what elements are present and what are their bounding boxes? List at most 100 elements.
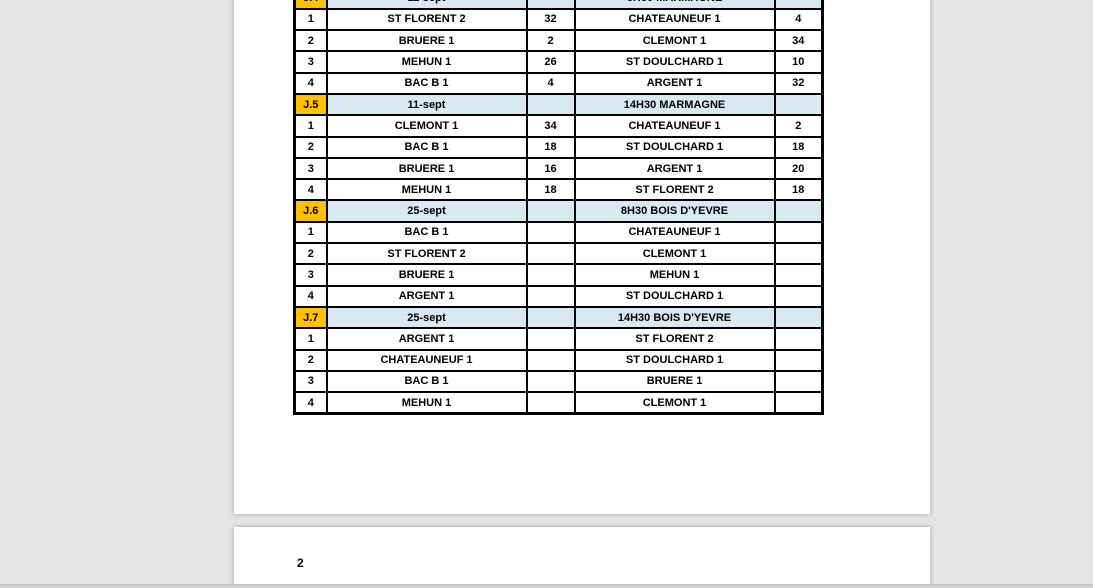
home-team-cell: CLEMONT 1 [325,114,528,138]
match-number-cell: 2 [293,135,328,159]
round-date-cell: 25-sept [325,199,528,223]
round-id-cell: J.4 [293,0,328,10]
away-team-cell: MEHUN 1 [573,263,776,287]
away-team-cell: ST DOULCHARD 1 [573,50,776,74]
away-score-cell [773,369,824,394]
home-team-cell: ST FLORENT 2 [325,7,528,32]
round-score-spacer-cell [773,199,824,223]
match-number-cell: 2 [293,242,328,266]
home-score-cell: 26 [525,50,576,74]
round-score-spacer-cell [525,0,576,10]
match-row: 3 BRUERE 1 16 ARGENT 1 20 [293,156,824,181]
match-row: 2 BRUERE 1 2 CLEMONT 1 34 [293,29,824,53]
home-score-cell: 34 [525,114,576,138]
round-header-row: J.5 11-sept 14H30 MARMAGNE [293,92,824,117]
match-number-cell: 4 [293,178,328,202]
match-row: 4 BAC B 1 4 ARGENT 1 32 [293,71,824,95]
round-venue-cell: 14H30 MARMAGNE [573,92,776,117]
away-team-cell: ST FLORENT 2 [573,327,776,351]
home-team-cell: BAC B 1 [325,369,528,394]
home-score-cell [525,369,576,394]
home-team-cell: BAC B 1 [325,135,528,159]
away-team-cell: CLEMONT 1 [573,242,776,266]
match-number-cell: 4 [293,391,328,415]
away-team-cell: ARGENT 1 [573,71,776,95]
match-row: 3 BRUERE 1 MEHUN 1 [293,263,824,287]
round-score-spacer-cell [773,305,824,330]
match-number-cell: 4 [293,71,328,95]
home-score-cell: 2 [525,29,576,53]
match-number-cell: 4 [293,284,328,308]
round-header-row: J.411-sept 8H30 MARMAGNE [293,0,824,10]
match-row: 2 CHATEAUNEUF 1 ST DOULCHARD 1 [293,348,824,372]
away-score-cell [773,284,824,308]
away-score-cell: 18 [773,135,824,159]
home-team-cell: BRUERE 1 [325,156,528,181]
home-team-cell: BRUERE 1 [325,29,528,53]
away-team-cell: CHATEAUNEUF 1 [573,7,776,32]
round-id-cell: J.6 [293,199,328,223]
home-score-cell: 18 [525,135,576,159]
round-score-spacer-cell [773,0,824,10]
away-score-cell [773,327,824,351]
match-number-cell: 1 [293,114,328,138]
round-score-spacer-cell [773,92,824,117]
away-score-cell: 34 [773,29,824,53]
home-score-cell: 4 [525,71,576,95]
away-team-cell: CLEMONT 1 [573,29,776,53]
match-row: 4 MEHUN 1 18 ST FLORENT 2 18 [293,178,824,202]
match-number-cell: 3 [293,156,328,181]
round-venue-cell: 14H30 BOIS D'YEVRE [573,305,776,330]
match-row: 3 MEHUN 1 26 ST DOULCHARD 1 10 [293,50,824,74]
round-score-spacer-cell [525,305,576,330]
home-score-cell [525,220,576,245]
home-score-cell [525,327,576,351]
away-score-cell [773,391,824,415]
round-score-spacer-cell [525,92,576,117]
away-team-cell: BRUERE 1 [573,369,776,394]
match-number-cell: 2 [293,348,328,372]
home-team-cell: ST FLORENT 2 [325,242,528,266]
match-row: 1 BAC B 1 CHATEAUNEUF 1 [293,220,824,245]
away-team-cell: ST DOULCHARD 1 [573,135,776,159]
match-number-cell: 1 [293,220,328,245]
away-team-cell: ARGENT 1 [573,156,776,181]
home-team-cell: ARGENT 1 [325,284,528,308]
match-row: 3 BAC B 1 BRUERE 1 [293,369,824,394]
round-venue-cell: 8H30 MARMAGNE [573,0,776,10]
page-2: 2 [234,527,930,588]
away-score-cell: 20 [773,156,824,181]
match-row: 2 BAC B 1 18 ST DOULCHARD 1 18 [293,135,824,159]
away-team-cell: CHATEAUNEUF 1 [573,220,776,245]
match-number-cell: 3 [293,263,328,287]
away-score-cell: 18 [773,178,824,202]
home-score-cell [525,391,576,415]
away-team-cell: ST DOULCHARD 1 [573,348,776,372]
round-date-cell: 11-sept [325,0,528,10]
round-venue-cell: 8H30 BOIS D'YEVRE [573,199,776,223]
home-score-cell [525,284,576,308]
away-score-cell [773,242,824,266]
home-team-cell: MEHUN 1 [325,178,528,202]
away-team-cell: CLEMONT 1 [573,391,776,415]
home-team-cell: ARGENT 1 [325,327,528,351]
home-score-cell: 16 [525,156,576,181]
home-score-cell: 18 [525,178,576,202]
away-team-cell: CHATEAUNEUF 1 [573,114,776,138]
home-score-cell: 32 [525,7,576,32]
match-row: 2 ST FLORENT 2 CLEMONT 1 [293,242,824,266]
home-score-cell [525,242,576,266]
round-score-spacer-cell [525,199,576,223]
away-score-cell: 2 [773,114,824,138]
match-row: 1 ARGENT 1 ST FLORENT 2 [293,327,824,351]
window-bottom-edge [0,584,1093,588]
away-score-cell [773,348,824,372]
match-number-cell: 3 [293,50,328,74]
match-number-cell: 2 [293,29,328,53]
away-team-cell: ST FLORENT 2 [573,178,776,202]
round-id-cell: J.5 [293,92,328,117]
match-number-cell: 1 [293,327,328,351]
